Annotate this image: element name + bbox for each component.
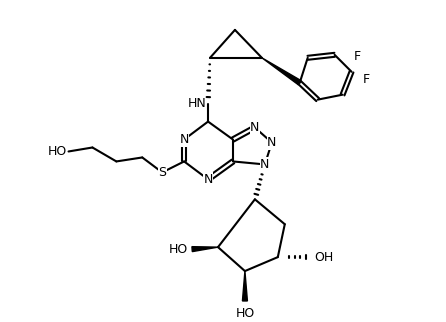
Text: N: N xyxy=(203,173,213,186)
Text: OH: OH xyxy=(315,251,334,264)
Text: N: N xyxy=(260,158,269,171)
Text: HN: HN xyxy=(187,97,206,110)
Text: HO: HO xyxy=(235,308,255,320)
Polygon shape xyxy=(192,247,218,251)
Text: HO: HO xyxy=(169,243,188,256)
Text: HO: HO xyxy=(47,145,66,158)
Text: N: N xyxy=(179,133,189,146)
Text: F: F xyxy=(363,73,370,86)
Text: S: S xyxy=(158,166,166,179)
Text: N: N xyxy=(250,121,260,134)
Text: N: N xyxy=(267,136,277,149)
Text: F: F xyxy=(354,50,361,63)
Polygon shape xyxy=(262,58,301,85)
Polygon shape xyxy=(243,271,248,301)
